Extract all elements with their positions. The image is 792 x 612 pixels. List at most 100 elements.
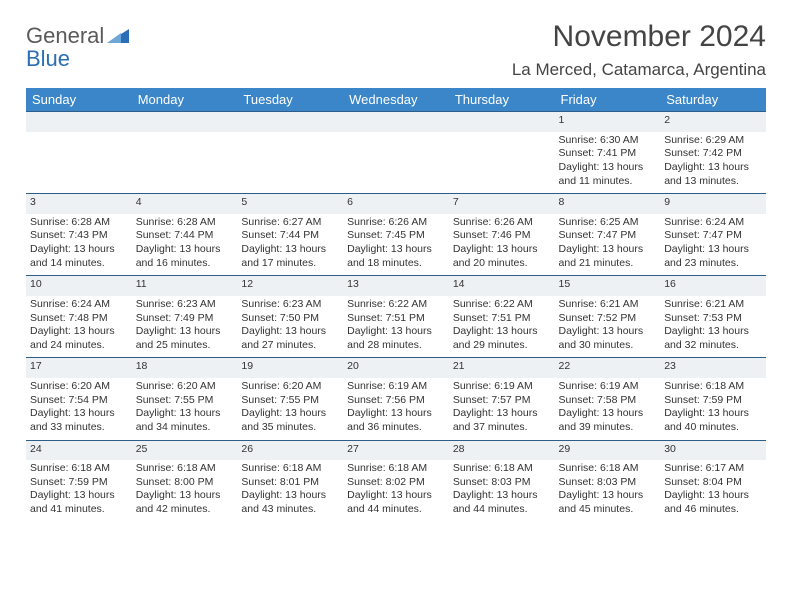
- day-detail: Sunrise: 6:28 AM Sunset: 7:43 PM Dayligh…: [26, 214, 132, 276]
- location-text: La Merced, Catamarca, Argentina: [512, 60, 766, 80]
- day-number: 26: [237, 440, 343, 460]
- day-detail: Sunrise: 6:18 AM Sunset: 8:00 PM Dayligh…: [132, 460, 238, 522]
- day-detail: Sunrise: 6:20 AM Sunset: 7:55 PM Dayligh…: [132, 378, 238, 440]
- day-number: 18: [132, 358, 238, 378]
- day-number: 16: [660, 276, 766, 296]
- day-number: 23: [660, 358, 766, 378]
- logo-triangle-icon: [107, 24, 129, 47]
- detail-row: Sunrise: 6:18 AM Sunset: 7:59 PM Dayligh…: [26, 460, 766, 522]
- daynum-row: 24252627282930: [26, 440, 766, 460]
- day-detail: Sunrise: 6:18 AM Sunset: 8:03 PM Dayligh…: [449, 460, 555, 522]
- day-number: 14: [449, 276, 555, 296]
- day-detail: Sunrise: 6:28 AM Sunset: 7:44 PM Dayligh…: [132, 214, 238, 276]
- day-detail: Sunrise: 6:30 AM Sunset: 7:41 PM Dayligh…: [555, 132, 661, 194]
- weekday-header: Tuesday: [237, 88, 343, 112]
- day-number: 2: [660, 112, 766, 132]
- day-detail: Sunrise: 6:20 AM Sunset: 7:55 PM Dayligh…: [237, 378, 343, 440]
- day-detail: [237, 132, 343, 194]
- day-detail: Sunrise: 6:23 AM Sunset: 7:49 PM Dayligh…: [132, 296, 238, 358]
- day-detail: Sunrise: 6:29 AM Sunset: 7:42 PM Dayligh…: [660, 132, 766, 194]
- day-number: [237, 112, 343, 132]
- day-detail: Sunrise: 6:27 AM Sunset: 7:44 PM Dayligh…: [237, 214, 343, 276]
- day-number: 3: [26, 194, 132, 214]
- daynum-row: 3456789: [26, 194, 766, 214]
- day-detail: Sunrise: 6:19 AM Sunset: 7:58 PM Dayligh…: [555, 378, 661, 440]
- brand-text: General Blue: [26, 24, 129, 70]
- day-detail: [343, 132, 449, 194]
- brand-line2: Blue: [26, 46, 70, 71]
- detail-row: Sunrise: 6:20 AM Sunset: 7:54 PM Dayligh…: [26, 378, 766, 440]
- day-number: [132, 112, 238, 132]
- day-detail: Sunrise: 6:19 AM Sunset: 7:56 PM Dayligh…: [343, 378, 449, 440]
- day-number: [26, 112, 132, 132]
- day-detail: Sunrise: 6:23 AM Sunset: 7:50 PM Dayligh…: [237, 296, 343, 358]
- day-number: 20: [343, 358, 449, 378]
- month-title: November 2024: [512, 20, 766, 54]
- day-detail: Sunrise: 6:22 AM Sunset: 7:51 PM Dayligh…: [449, 296, 555, 358]
- day-detail: Sunrise: 6:18 AM Sunset: 8:03 PM Dayligh…: [555, 460, 661, 522]
- day-detail: Sunrise: 6:19 AM Sunset: 7:57 PM Dayligh…: [449, 378, 555, 440]
- day-number: 22: [555, 358, 661, 378]
- title-area: November 2024 La Merced, Catamarca, Arge…: [512, 20, 766, 80]
- day-number: 1: [555, 112, 661, 132]
- day-number: 15: [555, 276, 661, 296]
- day-detail: Sunrise: 6:22 AM Sunset: 7:51 PM Dayligh…: [343, 296, 449, 358]
- day-number: 28: [449, 440, 555, 460]
- day-number: 25: [132, 440, 238, 460]
- day-number: 6: [343, 194, 449, 214]
- day-detail: Sunrise: 6:18 AM Sunset: 7:59 PM Dayligh…: [660, 378, 766, 440]
- day-number: 17: [26, 358, 132, 378]
- weekday-header: Sunday: [26, 88, 132, 112]
- day-number: 29: [555, 440, 661, 460]
- calendar-body: 12Sunrise: 6:30 AM Sunset: 7:41 PM Dayli…: [26, 112, 766, 523]
- day-detail: [26, 132, 132, 194]
- calendar-table: Sunday Monday Tuesday Wednesday Thursday…: [26, 88, 766, 522]
- day-number: 4: [132, 194, 238, 214]
- day-detail: Sunrise: 6:18 AM Sunset: 8:01 PM Dayligh…: [237, 460, 343, 522]
- day-detail: Sunrise: 6:20 AM Sunset: 7:54 PM Dayligh…: [26, 378, 132, 440]
- calendar-page: General Blue November 2024 La Merced, Ca…: [0, 0, 792, 542]
- weekday-header: Friday: [555, 88, 661, 112]
- day-number: [343, 112, 449, 132]
- weekday-header: Monday: [132, 88, 238, 112]
- day-detail: Sunrise: 6:18 AM Sunset: 8:02 PM Dayligh…: [343, 460, 449, 522]
- day-number: 30: [660, 440, 766, 460]
- day-detail: [449, 132, 555, 194]
- day-detail: Sunrise: 6:26 AM Sunset: 7:46 PM Dayligh…: [449, 214, 555, 276]
- day-detail: Sunrise: 6:25 AM Sunset: 7:47 PM Dayligh…: [555, 214, 661, 276]
- day-number: 21: [449, 358, 555, 378]
- day-number: 19: [237, 358, 343, 378]
- day-number: 7: [449, 194, 555, 214]
- day-number: 10: [26, 276, 132, 296]
- day-number: 27: [343, 440, 449, 460]
- day-detail: Sunrise: 6:21 AM Sunset: 7:53 PM Dayligh…: [660, 296, 766, 358]
- day-number: 12: [237, 276, 343, 296]
- detail-row: Sunrise: 6:30 AM Sunset: 7:41 PM Dayligh…: [26, 132, 766, 194]
- daynum-row: 10111213141516: [26, 276, 766, 296]
- brand-logo: General Blue: [26, 20, 129, 70]
- weekday-header-row: Sunday Monday Tuesday Wednesday Thursday…: [26, 88, 766, 112]
- day-detail: Sunrise: 6:24 AM Sunset: 7:48 PM Dayligh…: [26, 296, 132, 358]
- day-number: 9: [660, 194, 766, 214]
- weekday-header: Thursday: [449, 88, 555, 112]
- brand-line1: General: [26, 23, 104, 48]
- day-detail: Sunrise: 6:18 AM Sunset: 7:59 PM Dayligh…: [26, 460, 132, 522]
- day-detail: Sunrise: 6:21 AM Sunset: 7:52 PM Dayligh…: [555, 296, 661, 358]
- weekday-header: Saturday: [660, 88, 766, 112]
- daynum-row: 17181920212223: [26, 358, 766, 378]
- day-number: 11: [132, 276, 238, 296]
- day-detail: Sunrise: 6:17 AM Sunset: 8:04 PM Dayligh…: [660, 460, 766, 522]
- daynum-row: 12: [26, 112, 766, 132]
- detail-row: Sunrise: 6:28 AM Sunset: 7:43 PM Dayligh…: [26, 214, 766, 276]
- day-number: 5: [237, 194, 343, 214]
- day-number: 8: [555, 194, 661, 214]
- day-number: [449, 112, 555, 132]
- day-number: 24: [26, 440, 132, 460]
- day-detail: Sunrise: 6:24 AM Sunset: 7:47 PM Dayligh…: [660, 214, 766, 276]
- day-number: 13: [343, 276, 449, 296]
- day-detail: Sunrise: 6:26 AM Sunset: 7:45 PM Dayligh…: [343, 214, 449, 276]
- detail-row: Sunrise: 6:24 AM Sunset: 7:48 PM Dayligh…: [26, 296, 766, 358]
- day-detail: [132, 132, 238, 194]
- page-header: General Blue November 2024 La Merced, Ca…: [26, 20, 766, 80]
- weekday-header: Wednesday: [343, 88, 449, 112]
